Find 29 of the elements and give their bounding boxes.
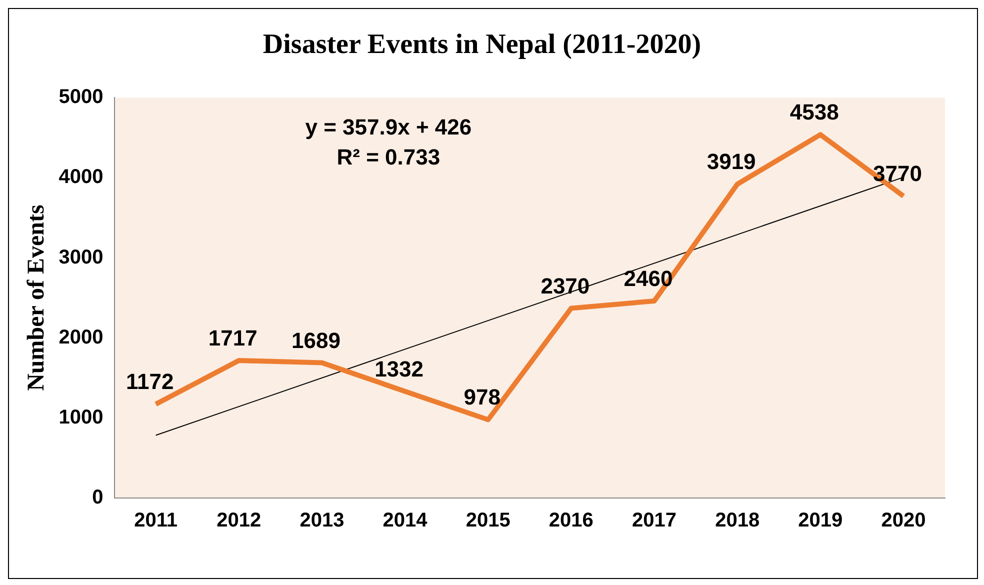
annotation: R² = 0.733 [336, 144, 440, 170]
x-tick-label: 2019 [798, 510, 843, 532]
y-tick-label: 0 [92, 486, 104, 509]
data-label: 1332 [374, 356, 424, 382]
data-label: 3770 [872, 161, 922, 186]
data-label: 2370 [540, 273, 590, 298]
x-tick-label: 2015 [466, 510, 510, 532]
annotation: y = 357.9x + 426 [305, 114, 472, 140]
data-label: 1689 [291, 328, 340, 353]
y-axis-title: Number of Events [24, 204, 50, 391]
data-label: 1172 [126, 369, 174, 394]
y-tick-label: 1000 [58, 406, 104, 428]
y-tick-label: 5000 [58, 86, 104, 108]
data-label: 4538 [790, 100, 839, 125]
data-label: 3919 [706, 149, 756, 174]
chart-title: Disaster Events in Nepal (2011-2020) [262, 29, 702, 60]
x-tick-label: 2014 [382, 510, 428, 532]
y-tick-label: 2000 [58, 326, 104, 348]
x-tick-label: 2018 [715, 510, 760, 532]
x-tick-label: 2013 [300, 510, 344, 532]
y-tick-label: 4000 [58, 166, 104, 188]
data-label: 1717 [208, 326, 258, 351]
x-tick-label: 2012 [216, 510, 262, 532]
x-tick-label: 2017 [632, 510, 676, 532]
data-label: 978 [464, 384, 500, 410]
y-tick-label: 3000 [58, 246, 104, 268]
x-tick-label: 2016 [548, 510, 594, 532]
x-tick-label: 2011 [134, 510, 178, 532]
x-tick-label: 2020 [881, 510, 926, 532]
